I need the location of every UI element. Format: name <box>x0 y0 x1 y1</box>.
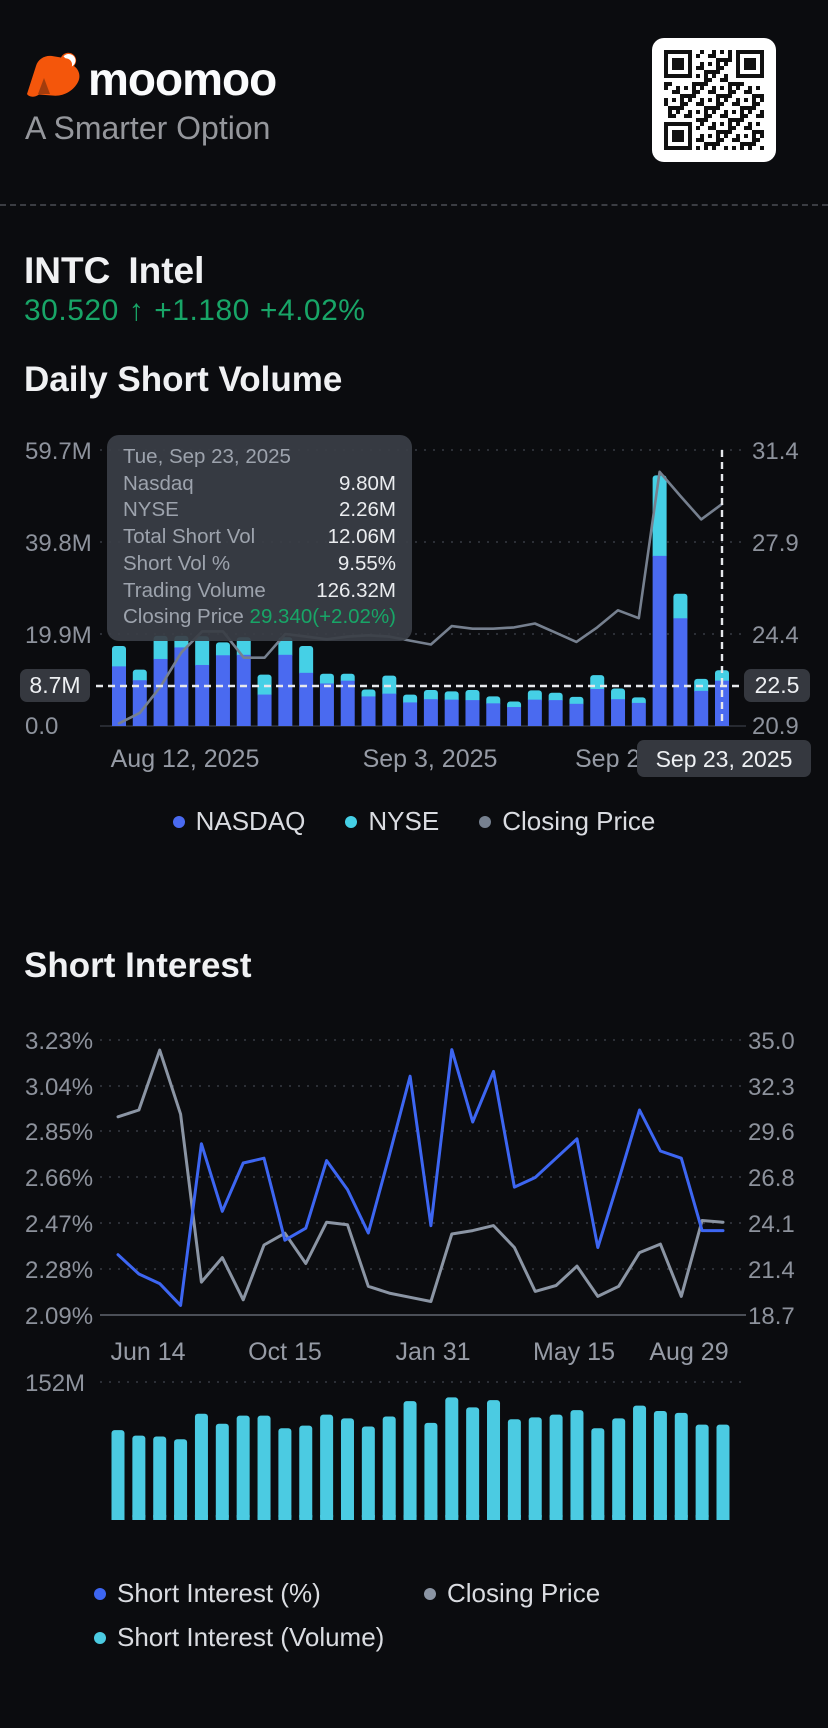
y-axis-tick: 19.9M <box>25 622 92 649</box>
section-title-daily-short-volume: Daily Short Volume <box>24 360 343 399</box>
legend-item-short-interest-volume: Short Interest (Volume) <box>94 1622 384 1653</box>
y-axis-tick-right: 24.4 <box>752 622 799 649</box>
short-interest-volume-bars <box>111 1397 730 1520</box>
closing-price-line <box>116 1048 725 1303</box>
y-crosshair-badge-left: 8.7M <box>20 669 90 702</box>
legend-dot-closing-price <box>479 815 492 828</box>
up-arrow-icon: ↑ <box>128 294 145 327</box>
legend-item-nyse: NYSE <box>345 806 439 837</box>
y-axis-tick-right: 24.1 <box>748 1211 795 1238</box>
x-axis-tick: Sep 3, 2025 <box>363 745 498 773</box>
price-row: 30.520 ↑ +1.180 +4.02% <box>24 294 375 328</box>
x-axis-tick: Jan 31 <box>395 1338 470 1366</box>
chart-short-interest[interactable]: 3.23% 3.04% 2.85% 2.66% 2.47% 2.28% 2.09… <box>25 1028 795 1520</box>
x-crosshair-badge: Sep 23, 2025 <box>637 740 811 777</box>
y-axis-tick-right: 32.3 <box>748 1074 795 1101</box>
y-axis-tick-right: 29.6 <box>748 1119 795 1146</box>
y-axis-tick-right: 18.7 <box>748 1303 795 1330</box>
short-volume-bars <box>112 475 729 726</box>
stock-price: 30.520 <box>24 294 119 327</box>
section-title-short-interest: Short Interest <box>24 946 252 985</box>
legend-label: Short Interest (Volume) <box>117 1622 385 1652</box>
tooltip-row: Short Vol % 9.55% <box>123 551 396 575</box>
legend-item-closing-price: Closing Price <box>479 806 655 837</box>
x-axis-tick: Jun 14 <box>110 1338 185 1366</box>
x-axis-tick: Oct 15 <box>248 1338 322 1366</box>
y-axis-tick: 2.09% <box>25 1303 93 1330</box>
ticker-symbol: INTC <box>24 250 111 291</box>
brand-tagline: A Smarter Option <box>25 110 271 146</box>
legend-label: NASDAQ <box>195 806 306 836</box>
stock-title: INTC Intel <box>24 250 204 292</box>
y-axis-tick-right: 35.0 <box>748 1028 795 1055</box>
tooltip-row: Nasdaq 9.80M <box>123 471 396 495</box>
legend-dot-nasdaq <box>172 815 185 828</box>
price-change: +1.180 <box>154 294 250 327</box>
y-axis-tick: 2.66% <box>25 1165 93 1192</box>
c2-gridlines <box>100 1039 746 1383</box>
y-axis-tick-right: 31.4 <box>752 438 799 465</box>
dashed-divider <box>0 204 828 206</box>
y-axis-tick-right: 27.9 <box>752 530 799 557</box>
y-axis-tick: 3.04% <box>25 1074 93 1101</box>
y-axis-tick: 2.47% <box>25 1211 93 1238</box>
legend-label: NYSE <box>368 806 440 836</box>
stock-name: Intel <box>128 250 205 291</box>
tooltip-closing-price-value: 29.340(+2.02%) <box>249 605 396 629</box>
legend-item-short-interest-pct: Short Interest (%) <box>94 1578 321 1609</box>
y-axis-tick: 2.85% <box>25 1119 93 1146</box>
short-interest-pct-line <box>116 1048 725 1307</box>
svg-text:22.5: 22.5 <box>755 672 800 698</box>
tooltip-row: Closing Price 29.340(+2.02%) <box>123 604 396 631</box>
tooltip-row: Trading Volume 126.32M <box>123 578 396 602</box>
x-axis-tick: May 15 <box>533 1338 615 1366</box>
legend-dot-closing-price-2 <box>424 1587 436 1600</box>
tooltip-row: NYSE 2.26M <box>123 498 396 522</box>
y-axis-tick: 2.28% <box>25 1257 93 1284</box>
legend-dot-nyse <box>345 815 358 828</box>
y-axis-tick-right: 26.8 <box>748 1165 795 1192</box>
moomoo-bull-icon <box>24 52 82 100</box>
volume-axis-tick: 152M <box>25 1370 85 1397</box>
legend-item-nasdaq: NASDAQ <box>172 806 306 837</box>
price-change-percent: +4.02% <box>259 294 366 327</box>
legend-dot-short-interest-volume <box>94 1631 106 1644</box>
y-axis-tick: 3.23% <box>25 1028 93 1055</box>
y-axis-tick-right: 21.4 <box>748 1257 795 1284</box>
chart-tooltip: Tue, Sep 23, 2025 Nasdaq 9.80M NYSE 2.26M … <box>107 435 412 641</box>
tooltip-date: Tue, Sep 23, 2025 <box>123 445 291 468</box>
legend-label: Short Interest (%) <box>117 1578 321 1608</box>
legend-dot-short-interest-pct <box>94 1587 106 1600</box>
y-crosshair-badge-right: 22.5 <box>744 669 810 702</box>
brand-wordmark: moomoo <box>88 53 277 105</box>
x-axis-tick: Aug 29 <box>649 1338 728 1366</box>
legend-label: Closing Price <box>447 1578 601 1608</box>
y-axis-tick: 59.7M <box>25 438 92 465</box>
svg-text:Sep 23, 2025: Sep 23, 2025 <box>656 746 793 772</box>
legend-daily-short-volume: NASDAQ NYSE Closing Price <box>0 806 828 837</box>
y-axis-tick: 0.0 <box>25 713 58 740</box>
chart-daily-short-volume[interactable]: 59.7M 39.8M 19.9M 0.0 31.4 27.9 24.4 20.… <box>20 438 811 777</box>
y-axis-tick-right: 20.9 <box>752 713 799 740</box>
x-axis-tick: Aug 12, 2025 <box>111 745 260 773</box>
svg-text:8.7M: 8.7M <box>29 672 80 698</box>
x-axis-tick: Sep 2 <box>575 745 640 773</box>
y-axis-tick: 39.8M <box>25 530 92 557</box>
legend-item-closing-price-2: Closing Price <box>424 1578 600 1609</box>
legend-label: Closing Price <box>502 806 656 836</box>
qr-code <box>652 38 776 162</box>
tooltip-row: Total Short Vol 12.06M <box>123 525 396 549</box>
